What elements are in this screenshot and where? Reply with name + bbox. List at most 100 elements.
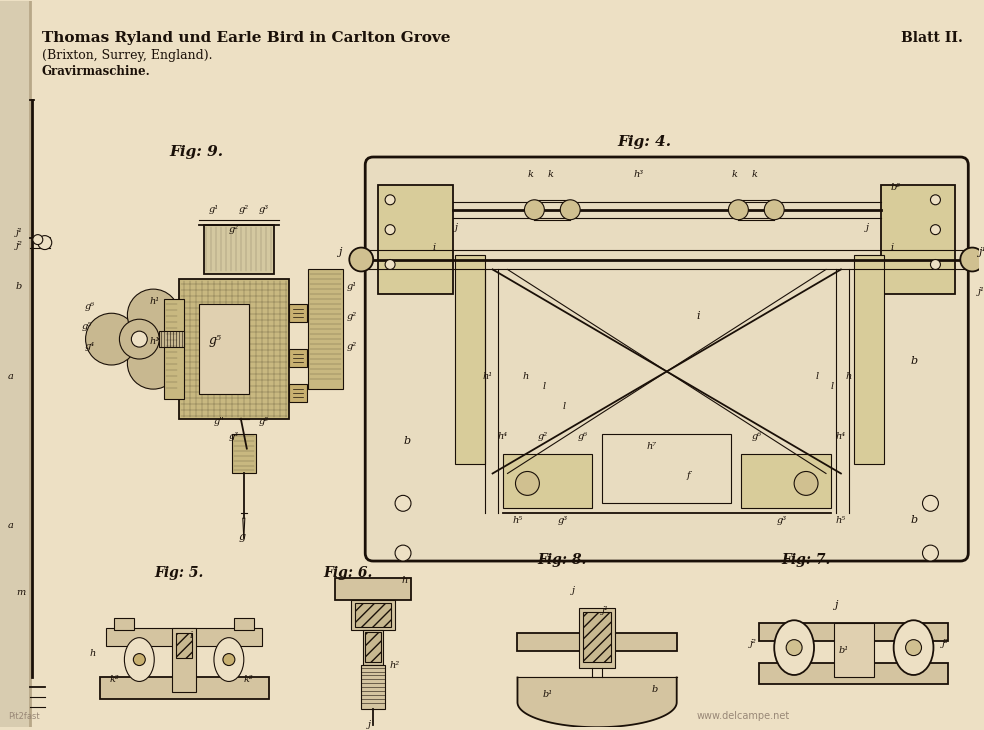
Text: l: l	[830, 382, 834, 391]
Text: g²: g²	[229, 225, 239, 234]
Text: Gravirmaschine.: Gravirmaschine.	[41, 66, 151, 78]
Circle shape	[923, 496, 939, 511]
Bar	[503, 453, 592, 508]
FancyBboxPatch shape	[365, 157, 968, 561]
Circle shape	[119, 319, 159, 359]
Text: j: j	[833, 600, 837, 610]
Circle shape	[37, 236, 52, 250]
Bar	[199, 304, 249, 394]
Text: h¹: h¹	[150, 337, 159, 346]
Text: j: j	[455, 223, 458, 231]
Text: g³: g³	[776, 516, 786, 525]
Circle shape	[931, 225, 941, 234]
Circle shape	[923, 545, 939, 561]
Text: g": g"	[214, 417, 224, 426]
Bar	[602, 434, 731, 503]
Text: j¹: j¹	[978, 247, 984, 256]
Bar	[584, 612, 611, 661]
Text: i: i	[891, 242, 893, 252]
Text: h⁵: h⁵	[836, 516, 846, 525]
Text: k²: k²	[109, 675, 119, 685]
Bar	[164, 299, 184, 399]
Bar	[288, 384, 306, 402]
Circle shape	[931, 259, 941, 269]
Bar	[741, 453, 830, 508]
Circle shape	[385, 195, 395, 205]
Text: h³: h³	[634, 170, 645, 179]
Text: g⁴: g⁴	[85, 342, 94, 351]
Text: k: k	[752, 170, 758, 179]
Text: g²: g²	[537, 431, 547, 441]
Bar	[288, 349, 306, 367]
Text: Fig: 4.: Fig: 4.	[617, 135, 671, 149]
Bar	[232, 434, 256, 474]
Bar	[355, 603, 391, 627]
Text: g²: g²	[239, 204, 249, 214]
Text: b: b	[910, 515, 918, 525]
Text: j: j	[368, 721, 371, 729]
Polygon shape	[518, 677, 677, 727]
Text: j²: j²	[16, 241, 23, 250]
Text: Fig: 5.: Fig: 5.	[154, 566, 204, 580]
Text: Thomas Ryland und Earle Bird in Carlton Grove: Thomas Ryland und Earle Bird in Carlton …	[41, 31, 451, 45]
Bar	[833, 623, 874, 677]
Circle shape	[560, 200, 581, 220]
Bar	[455, 255, 485, 464]
Text: b: b	[403, 436, 410, 445]
Circle shape	[931, 195, 941, 205]
Circle shape	[794, 472, 818, 496]
Text: j¹: j¹	[602, 606, 609, 615]
Circle shape	[786, 639, 802, 656]
Text: b: b	[910, 356, 918, 366]
Text: g⁶: g⁶	[752, 431, 762, 441]
Text: g²: g²	[346, 342, 356, 351]
Circle shape	[516, 472, 539, 496]
Text: h: h	[401, 576, 407, 585]
Bar	[854, 255, 884, 464]
Bar	[518, 633, 677, 650]
Circle shape	[905, 639, 921, 656]
Text: j: j	[866, 223, 869, 231]
Text: Fig: 6.: Fig: 6.	[324, 566, 373, 580]
Text: Fig: 8.: Fig: 8.	[537, 553, 586, 567]
Text: g⁵: g⁵	[82, 322, 92, 331]
Text: i: i	[433, 242, 436, 252]
Text: j: j	[573, 586, 576, 595]
Text: h: h	[90, 648, 95, 658]
Text: h¹: h¹	[482, 372, 493, 381]
Bar	[760, 623, 949, 641]
Circle shape	[524, 200, 544, 220]
Bar	[363, 630, 383, 664]
Text: g³: g³	[557, 516, 568, 525]
Ellipse shape	[214, 638, 244, 681]
Text: g²: g²	[259, 417, 269, 426]
Circle shape	[960, 247, 984, 272]
Bar	[881, 185, 955, 294]
Bar	[99, 677, 269, 699]
Text: b¹: b¹	[839, 645, 849, 655]
Text: www.delcampe.net: www.delcampe.net	[697, 711, 790, 721]
Circle shape	[728, 200, 749, 220]
Text: a: a	[8, 372, 14, 381]
Circle shape	[127, 337, 179, 389]
Bar	[106, 628, 262, 645]
Text: b: b	[16, 283, 23, 291]
Text: h⁴: h⁴	[836, 431, 846, 441]
Ellipse shape	[124, 638, 154, 681]
Circle shape	[134, 653, 146, 666]
Text: (Brixton, Surrey, England).: (Brixton, Surrey, England).	[41, 48, 213, 61]
Circle shape	[395, 496, 411, 511]
Text: l: l	[816, 372, 819, 381]
Text: g⁶: g⁶	[578, 431, 587, 441]
Ellipse shape	[774, 620, 814, 675]
Bar	[176, 633, 192, 658]
Text: Fig: 9.: Fig: 9.	[169, 145, 223, 159]
Text: Pit2fast: Pit2fast	[8, 712, 39, 721]
Text: k: k	[731, 170, 737, 179]
Bar	[234, 618, 254, 630]
Text: Fig: 7.: Fig: 7.	[781, 553, 830, 567]
Bar	[179, 280, 288, 419]
Text: a: a	[8, 521, 14, 530]
Text: Blatt II.: Blatt II.	[901, 31, 963, 45]
Bar	[172, 628, 196, 692]
